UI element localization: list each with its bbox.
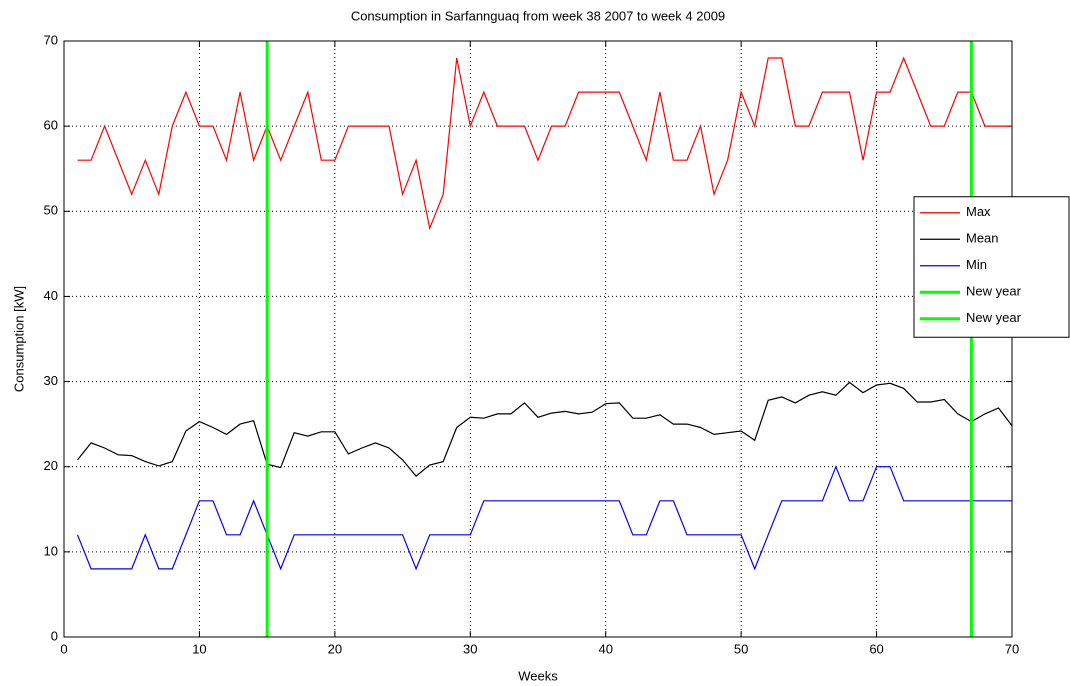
- x-tick-label: 70: [1005, 641, 1019, 656]
- x-tick-label: 30: [463, 641, 477, 656]
- data-line: [77, 381, 1013, 477]
- legend-label: Max: [966, 204, 991, 219]
- y-tick-label: 10: [44, 543, 58, 558]
- x-tick-label: 10: [192, 641, 206, 656]
- plot-frame: [63, 40, 1013, 638]
- data-line: [77, 56, 1012, 231]
- y-tick-label: 30: [44, 373, 58, 388]
- legend-label: Mean: [966, 231, 999, 246]
- y-tick-label: 40: [44, 288, 58, 303]
- legend-label: Min: [966, 257, 987, 272]
- y-tick-label: 0: [51, 628, 58, 643]
- x-tick-label: 20: [328, 641, 342, 656]
- y-tick-label: 70: [44, 32, 58, 47]
- legend-box: [913, 196, 1070, 338]
- y-tick-label: 50: [44, 203, 58, 218]
- x-tick-label: 60: [869, 641, 883, 656]
- x-tick-label: 40: [598, 641, 612, 656]
- y-axis-label: Consumption [kW]: [11, 286, 26, 392]
- legend-label: New year: [966, 310, 1022, 325]
- x-axis-label: Weeks: [518, 668, 558, 683]
- y-tick-label: 60: [44, 118, 58, 133]
- x-tick-label: 0: [60, 641, 67, 656]
- y-tick-label: 20: [44, 458, 58, 473]
- data-line: [76, 465, 1012, 571]
- x-tick-label: 50: [734, 641, 748, 656]
- legend-label: New year: [966, 284, 1022, 299]
- chart-title: Consumption in Sarfannguaq from week 38 …: [351, 8, 725, 23]
